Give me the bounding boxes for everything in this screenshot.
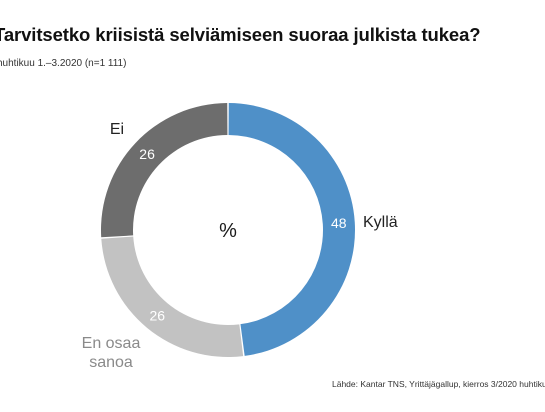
value-label-en-osaa-sanoa: 26 bbox=[149, 308, 165, 324]
center-label: % bbox=[219, 220, 237, 242]
chart-subtitle: huhtikuu 1.–3.2020 (n=1 111) bbox=[0, 58, 127, 69]
slice-ei bbox=[101, 103, 228, 238]
slice-en-osaa-sanoa bbox=[101, 236, 244, 357]
value-label-kyll: 48 bbox=[331, 215, 347, 231]
slice-kyll bbox=[228, 103, 355, 356]
source-note: Lähde: Kantar TNS, Yrittäjägallup, kierr… bbox=[332, 379, 545, 389]
category-label-en-osaa-sanoa: En osaa sanoa bbox=[82, 335, 141, 371]
value-label-ei: 26 bbox=[139, 146, 155, 162]
category-label-kyll: Kyllä bbox=[363, 214, 398, 231]
chart-title: Tarvitsetko kriisistä selviämiseen suora… bbox=[0, 24, 481, 45]
category-label-ei: Ei bbox=[110, 121, 124, 138]
